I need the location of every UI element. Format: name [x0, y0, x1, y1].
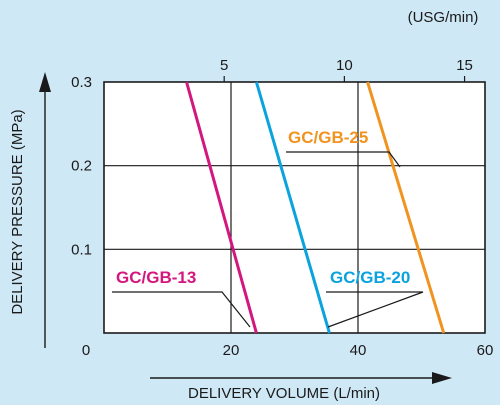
x-axis-title: DELIVERY VOLUME (L/min) — [188, 385, 380, 402]
series-leader-line — [112, 291, 251, 328]
secondary-x-tick-label: 10 — [336, 57, 353, 74]
y-tick-label: 0.2 — [71, 158, 92, 175]
series-label: GC/GB-13 — [116, 268, 196, 287]
x-axis-arrowhead — [432, 372, 452, 384]
series-label: GC/GB-20 — [330, 268, 410, 287]
series-leader-line — [326, 291, 424, 328]
series-lines — [185, 81, 446, 334]
y-tick-label: 0.3 — [71, 74, 92, 91]
grid — [103, 76, 486, 334]
y-axis-title: DELIVERY PRESSURE (MPa) — [9, 109, 26, 314]
series-line — [366, 81, 446, 334]
x-tick-label: 20 — [223, 342, 240, 359]
secondary-x-tick-label: 5 — [220, 57, 228, 74]
plot-area — [103, 81, 486, 334]
y-axis-arrowhead — [39, 72, 51, 92]
series-line — [185, 81, 258, 334]
secondary-x-tick-label: 15 — [456, 57, 473, 74]
tick-labels: 0 20 40 60 0.1 0.2 0.3 5 10 15 — [71, 57, 493, 359]
secondary-x-unit: (USG/min) — [408, 9, 479, 26]
x-tick-label: 60 — [477, 342, 494, 359]
x-tick-label: 0 — [82, 342, 90, 359]
series-line — [254, 81, 331, 334]
series-labels: GC/GB-13 GC/GB-20 GC/GB-25 — [116, 128, 410, 287]
x-tick-label: 40 — [350, 342, 367, 359]
y-tick-label: 0.1 — [71, 241, 92, 258]
series-leader-line — [286, 151, 401, 168]
series-label: GC/GB-25 — [288, 128, 368, 147]
axes: DELIVERY PRESSURE (MPa) DELIVERY VOLUME … — [9, 9, 478, 402]
label-leaders — [112, 151, 424, 328]
